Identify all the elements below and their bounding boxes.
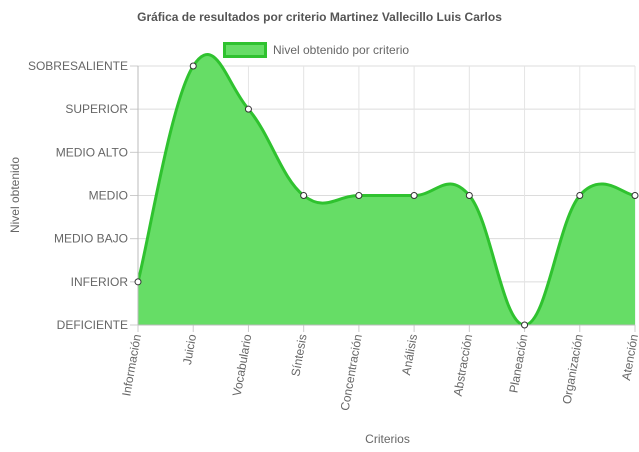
data-points (134, 62, 639, 329)
axes: DEFICIENTE INFERIOR MEDIO BAJO MEDIO MEDIO A… (28, 59, 639, 412)
data-point-abstracción (465, 192, 473, 199)
y-tick-label: MEDIO ALTO (56, 145, 128, 159)
x-tick-label: Análisis (399, 333, 420, 376)
data-point-concentración (355, 192, 363, 199)
x-axis-label: Criterios (365, 432, 410, 446)
y-tick-label: MEDIO (89, 189, 128, 203)
legend-label: Nivel obtenido por criterio (273, 43, 410, 57)
x-tick-label: Planeación (506, 333, 530, 394)
x-tick-label: Abstracción (451, 333, 476, 397)
data-point-información (134, 278, 142, 286)
data-point-análisis (410, 192, 418, 199)
x-tick-label: Información (119, 333, 144, 397)
data-point-planeación (521, 321, 529, 329)
series-fill (138, 54, 635, 325)
data-point-juicio (189, 62, 197, 70)
series-line (136, 53, 636, 327)
x-tick-label: Juicio (180, 333, 199, 366)
x-tick-label: Síntesis (288, 333, 309, 377)
data-point-vocabulario (244, 105, 252, 113)
series-area (136, 53, 636, 327)
y-tick-label: SOBRESALIENTE (28, 59, 128, 73)
data-point-organización (576, 192, 584, 199)
x-tick-label: Concentración (338, 333, 365, 412)
y-tick-label: SUPERIOR (65, 102, 128, 116)
legend[interactable]: Nivel obtenido por criterio (223, 42, 409, 58)
y-tick-label: INFERIOR (71, 275, 129, 289)
legend-swatch (223, 42, 267, 58)
data-point-síntesis (300, 192, 308, 199)
y-tick-label: MEDIO BAJO (54, 232, 128, 246)
x-tick-label: Atención (619, 333, 639, 381)
chart-title: Gráfica de resultados por criterio Marti… (137, 10, 502, 24)
y-tick-label: DEFICIENTE (57, 318, 128, 332)
x-tick-label: Vocabulario (230, 333, 255, 398)
data-point-atención (631, 192, 639, 199)
x-tick-label: Organización (560, 333, 586, 405)
